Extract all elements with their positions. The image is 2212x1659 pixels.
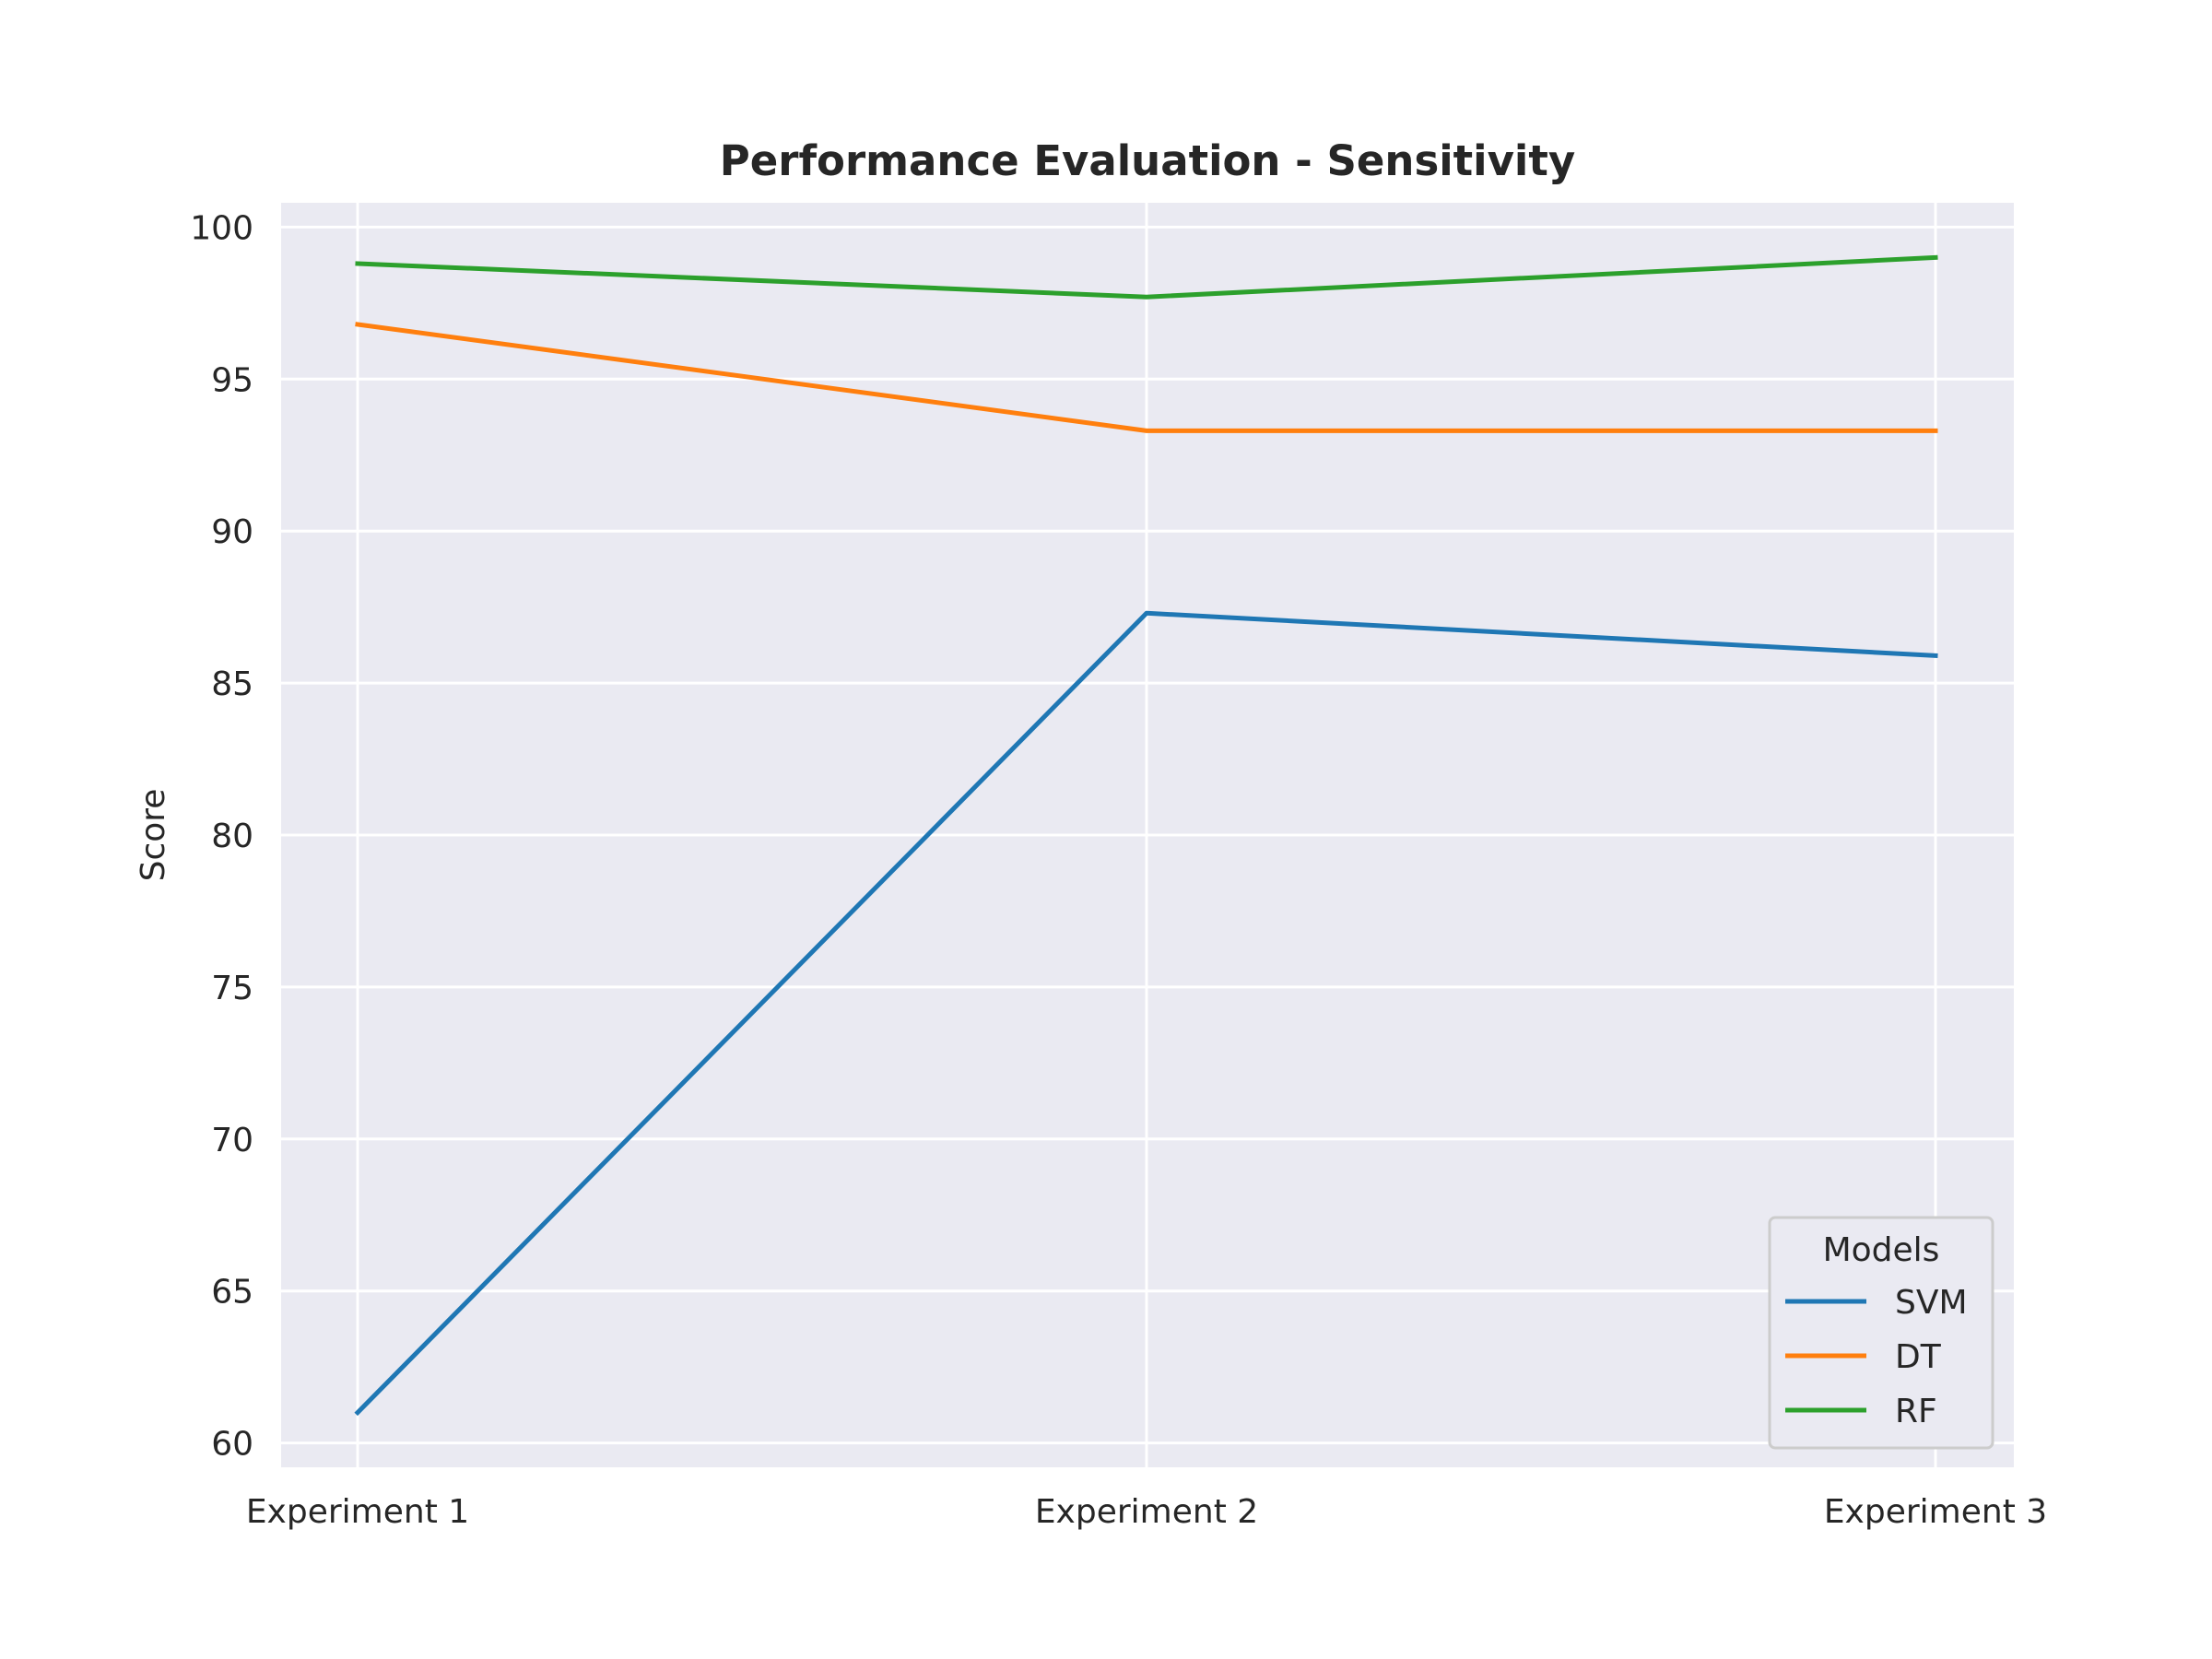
x-tick-labels: Experiment 1 Experiment 2 Experiment 3 bbox=[246, 1493, 2047, 1531]
legend-box bbox=[1768, 1216, 1994, 1450]
y-tick-label: 75 bbox=[211, 970, 253, 1007]
legend-items: SVM DT RF bbox=[1785, 1284, 1968, 1430]
grid-lines bbox=[281, 203, 2014, 1467]
y-tick-labels: 60 65 70 75 80 85 90 95 100 bbox=[190, 209, 253, 1463]
series-line-svm bbox=[354, 610, 1938, 1417]
y-tick-label: 80 bbox=[211, 818, 253, 855]
x-tick-label: Experiment 2 bbox=[1035, 1493, 1258, 1531]
chart-title: Performance Evaluation - Sensitivity bbox=[720, 136, 1575, 185]
y-tick-label: 65 bbox=[211, 1274, 253, 1312]
legend-label-rf: RF bbox=[1895, 1393, 1937, 1430]
legend-title: Models bbox=[1823, 1231, 1940, 1269]
series-lines bbox=[354, 254, 1938, 1417]
y-tick-label: 70 bbox=[211, 1122, 253, 1159]
x-tick-label: Experiment 3 bbox=[1824, 1493, 2047, 1531]
x-tick-label: Experiment 1 bbox=[246, 1493, 469, 1531]
y-tick-label: 85 bbox=[211, 665, 253, 703]
legend-label-dt: DT bbox=[1895, 1338, 1942, 1376]
series-line-dt bbox=[355, 322, 1938, 433]
legend-label-svm: SVM bbox=[1895, 1284, 1968, 1322]
y-tick-label: 90 bbox=[211, 513, 253, 551]
legend: Models SVM DT RF bbox=[1768, 1216, 1994, 1450]
y-tick-label: 60 bbox=[211, 1426, 253, 1464]
series-line-rf bbox=[355, 254, 1938, 300]
y-tick-label: 95 bbox=[211, 361, 253, 399]
y-axis-label: Score bbox=[135, 789, 172, 882]
y-tick-label: 100 bbox=[190, 209, 253, 247]
